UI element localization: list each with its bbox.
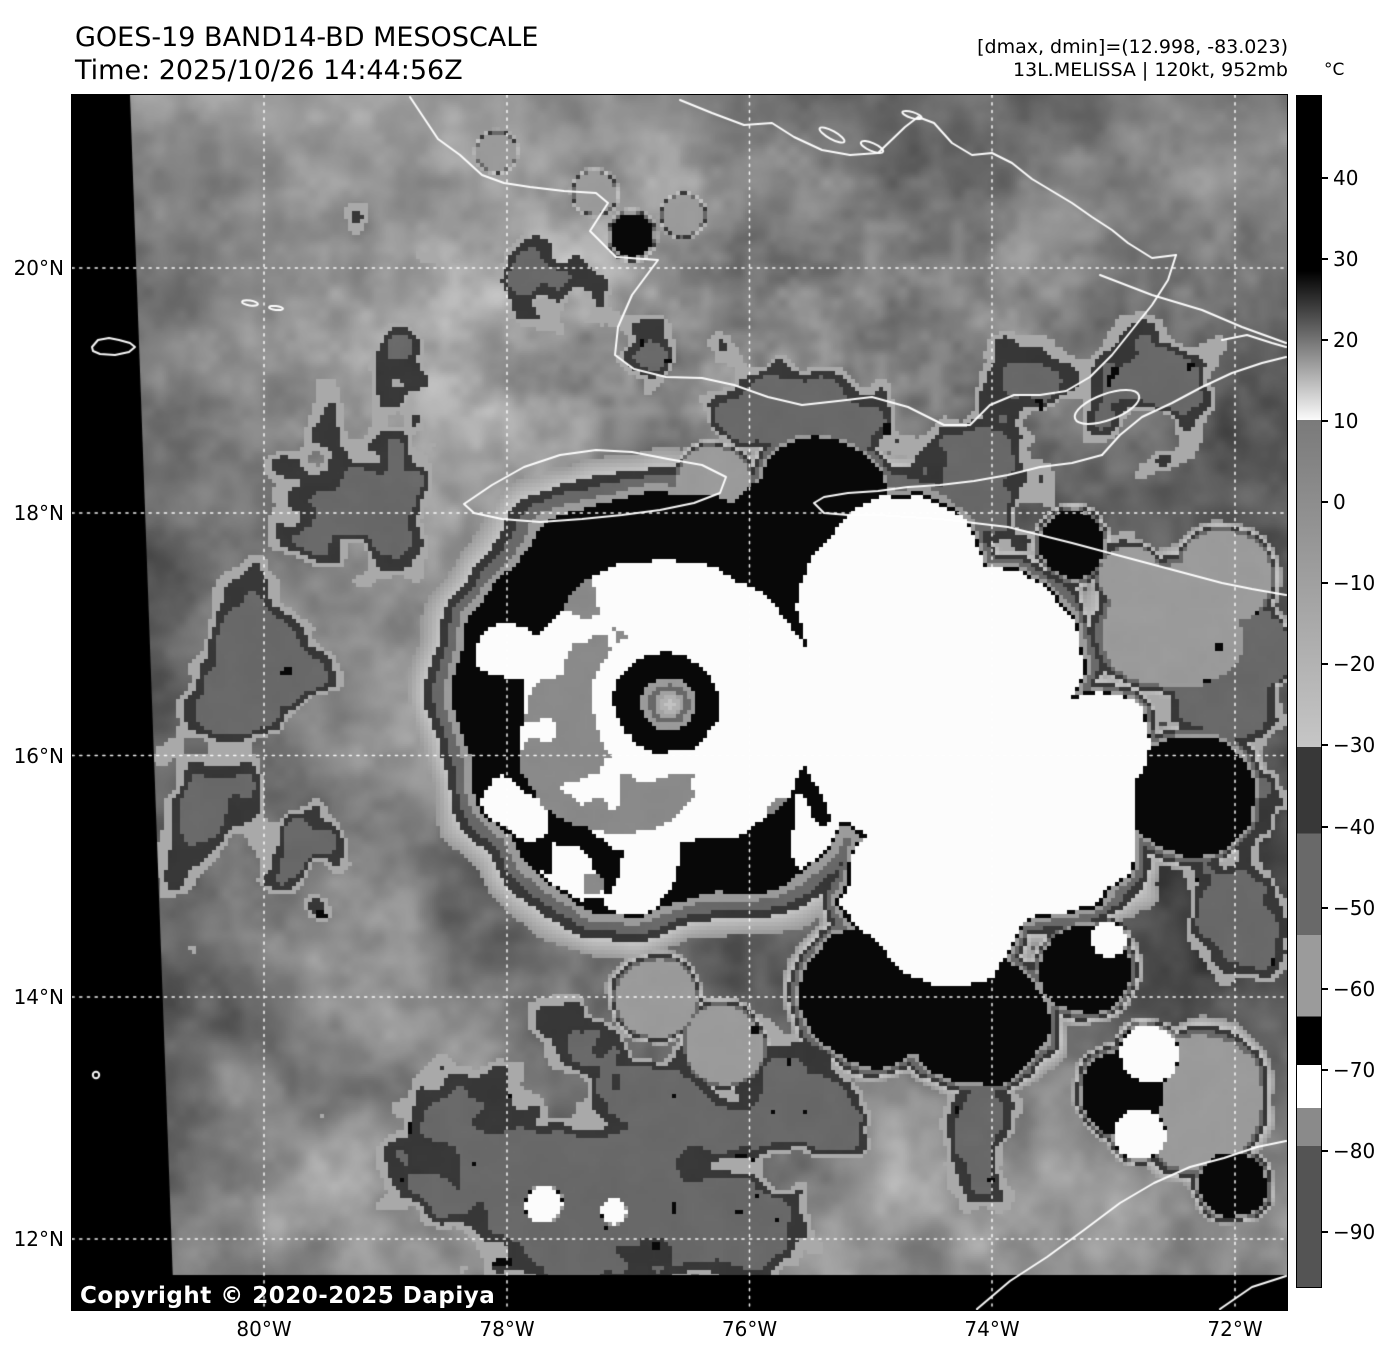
colorbar-tick-label: −70 [1333, 1057, 1376, 1082]
lat-axis-label: 16°N [13, 743, 64, 768]
lon-axis-label: 76°W [721, 1317, 778, 1341]
colorbar-tick-label: 30 [1333, 246, 1359, 271]
colorbar-tick-label: −30 [1333, 733, 1376, 758]
colorbar-tick-label: −90 [1333, 1220, 1376, 1245]
colorbar-tick-label: 10 [1333, 409, 1359, 434]
colorbar-tickmark [1322, 1149, 1328, 1152]
colorbar-tick-label: 20 [1333, 327, 1359, 352]
lat-axis-label: 12°N [13, 1227, 64, 1251]
colorbar-unit-label: °C [1324, 60, 1345, 80]
colorbar-tickmark [1322, 744, 1328, 747]
colorbar-tickmark [1322, 582, 1328, 585]
colorbar-tick-label: 40 [1333, 165, 1359, 190]
colorbar-tickmark [1322, 1231, 1328, 1234]
colorbar-tickmark [1322, 1068, 1328, 1071]
colorbar-tickmark [1322, 663, 1328, 666]
lon-axis-label: 72°W [1207, 1317, 1263, 1341]
lon-axis-label: 80°W [236, 1317, 292, 1341]
dmax-dmin-readout: [dmax, dmin]=(12.998, -83.023) [977, 36, 1288, 58]
satellite-imagery-canvas [72, 95, 1287, 1310]
lon-axis-label: 78°W [479, 1317, 535, 1341]
colorbar-tick-label: −60 [1333, 976, 1376, 1001]
colorbar-tick-label: −20 [1333, 652, 1376, 677]
colorbar-tick-label: −80 [1333, 1138, 1376, 1163]
storm-info-readout: 13L.MELISSA | 120kt, 952mb [1013, 59, 1288, 81]
colorbar-tickmark [1322, 987, 1328, 990]
colorbar-tick-label: −40 [1333, 814, 1376, 839]
colorbar-tickmark [1322, 501, 1328, 504]
colorbar-tickmark [1322, 906, 1328, 909]
lat-axis-label: 18°N [13, 501, 64, 525]
figure-timestamp: Time: 2025/10/26 14:44:56Z [75, 55, 463, 86]
lat-axis-label: 20°N [13, 256, 64, 280]
colorbar-tick-label: 0 [1333, 490, 1346, 515]
colorbar-tickmark [1322, 338, 1328, 341]
colorbar-tickmark [1322, 420, 1328, 423]
figure-title: GOES-19 BAND14-BD MESOSCALE [75, 22, 539, 53]
lat-axis-label: 14°N [13, 985, 64, 1009]
colorbar-tickmark [1322, 257, 1328, 260]
colorbar [1296, 95, 1322, 1288]
colorbar-tickmark [1322, 825, 1328, 828]
colorbar-tickmark [1322, 176, 1328, 179]
colorbar-tick-label: −50 [1333, 895, 1376, 920]
copyright-watermark: Copyright © 2020-2025 Dapiya [80, 1283, 496, 1309]
lon-axis-label: 74°W [964, 1317, 1020, 1341]
colorbar-tick-label: −10 [1333, 571, 1376, 596]
satellite-map [71, 94, 1288, 1311]
